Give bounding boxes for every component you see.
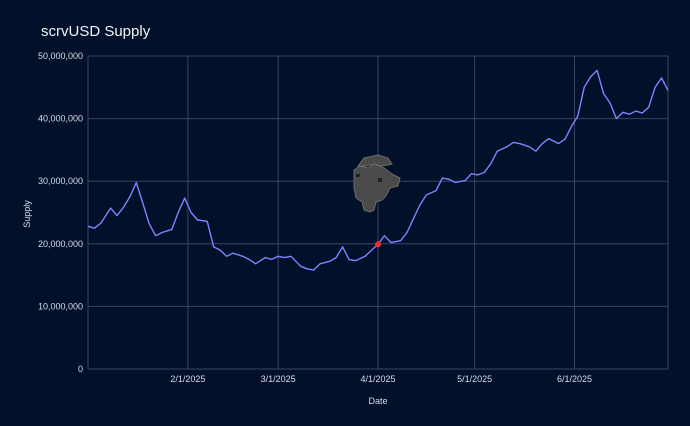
x-tick-label: 5/1/2025 — [457, 374, 492, 384]
highlight-point[interactable] — [375, 241, 381, 248]
y-tick-label: 40,000,000 — [38, 114, 83, 124]
chart-title: scrvUSD Supply — [41, 23, 151, 40]
y-tick-label: 30,000,000 — [38, 176, 83, 186]
y-tick-label: 0 — [78, 364, 83, 374]
x-tick-label: 6/1/2025 — [557, 374, 592, 384]
x-axis-label: Date — [368, 396, 387, 406]
x-axis: 2/1/2025 3/1/2025 4/1/2025 5/1/2025 6/1/2025 — [170, 374, 592, 384]
y-tick-label: 50,000,000 — [38, 51, 83, 61]
grid — [87, 55, 669, 370]
llama-logo-icon — [353, 154, 401, 213]
x-tick-label: 3/1/2025 — [261, 374, 296, 384]
y-axis: 0 10,000,000 20,000,000 30,000,000 40,000,00… — [38, 51, 83, 374]
y-tick-label: 20,000,000 — [38, 239, 83, 249]
y-tick-label: 10,000,000 — [38, 301, 83, 311]
x-tick-label: 4/1/2025 — [360, 374, 395, 384]
y-axis-label: Supply — [22, 200, 32, 228]
x-tick-label: 2/1/2025 — [170, 374, 205, 384]
series-layer — [87, 69, 669, 271]
series-line — [87, 69, 669, 271]
